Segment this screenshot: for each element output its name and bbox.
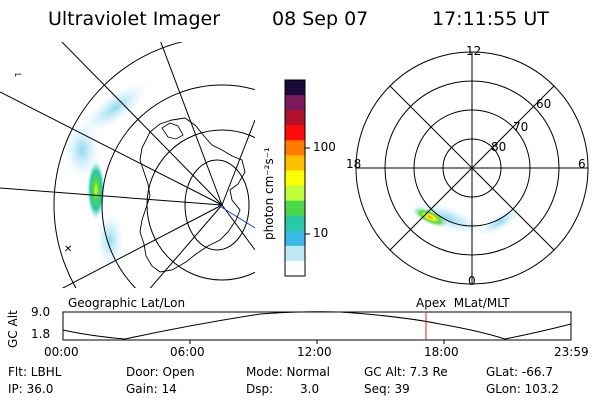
- altitude-ytick-max: 9.0: [31, 305, 51, 319]
- lat-label-60: 60: [536, 97, 552, 111]
- polar-map: [355, 51, 589, 285]
- mlt-label-12: 12: [466, 44, 482, 58]
- status-gain: Gain: 14: [126, 382, 177, 396]
- polar-map-label: Apex MLat/MLT: [416, 296, 510, 310]
- colorbar-segment: [285, 245, 305, 262]
- colorbar-segment: [285, 215, 305, 232]
- instrument-title: Ultraviolet Imager: [48, 8, 221, 30]
- altitude-plot: [62, 311, 572, 344]
- geo-corner-mark: ✕: [64, 244, 72, 255]
- colorbar: [284, 79, 310, 277]
- altitude-axis-label: GC Alt: [6, 310, 20, 348]
- aurora-oval-polar: [411, 200, 523, 237]
- lat-label-70: 70: [513, 120, 529, 134]
- mlt-label-18: 18: [346, 157, 362, 171]
- colorbar-segment: [285, 200, 305, 217]
- colorbar-segment: [285, 80, 305, 96]
- mlt-label-0: 0: [468, 274, 476, 288]
- colorbar-unit-label: photon cm⁻²s⁻¹: [262, 147, 276, 240]
- status-glon: GLon: 103.2: [486, 382, 559, 396]
- altitude-xtick-1200: 12:00: [297, 345, 332, 359]
- mlt-label-6: 6: [578, 157, 586, 171]
- colorbar-segment: [285, 185, 305, 202]
- colorbar-tick-100: 100: [313, 140, 336, 154]
- colorbar-segment: [285, 110, 305, 126]
- status-door: Door: Open: [126, 365, 195, 379]
- colorbar-segment: [285, 95, 305, 111]
- status-mode: Mode: Normal: [246, 365, 330, 379]
- altitude-xtick-1800: 18:00: [424, 345, 459, 359]
- altitude-xtick-0000: 00:00: [44, 345, 79, 359]
- colorbar-segment: [285, 140, 305, 156]
- altitude-xtick-0600: 06:00: [170, 345, 205, 359]
- status-dsp-label: Dsp:: [246, 382, 274, 396]
- colorbar-segment: [285, 260, 305, 277]
- geographic-map: [0, 42, 255, 288]
- status-seq: Seq: 39: [364, 382, 410, 396]
- aurora-oval-geo: [64, 82, 149, 268]
- status-dsp-value: 3.0: [300, 382, 320, 396]
- status-filter: Flt: LBHL: [8, 365, 62, 379]
- status-glat: GLat: -66.7: [486, 365, 553, 379]
- lat-label-80: 80: [491, 140, 507, 154]
- colorbar-segment: [285, 170, 305, 187]
- geo-corner-mark: ⌐: [14, 70, 22, 81]
- date-label: 08 Sep 07: [272, 8, 369, 30]
- status-gc-alt: GC Alt: 7.3 Re: [364, 365, 448, 379]
- altitude-xtick-2359: 23:59: [554, 345, 589, 359]
- coastline: [139, 117, 246, 273]
- colorbar-segment: [285, 155, 305, 171]
- status-ip: IP: 36.0: [8, 382, 54, 396]
- geographic-map-label: Geographic Lat/Lon: [68, 296, 186, 310]
- colorbar-segment: [285, 230, 305, 247]
- altitude-ytick-min: 1.8: [31, 327, 51, 341]
- time-label: 17:11:55 UT: [432, 8, 549, 30]
- altitude-curve: [62, 311, 572, 340]
- colorbar-tick-10: 10: [313, 226, 329, 240]
- colorbar-segment: [285, 125, 305, 141]
